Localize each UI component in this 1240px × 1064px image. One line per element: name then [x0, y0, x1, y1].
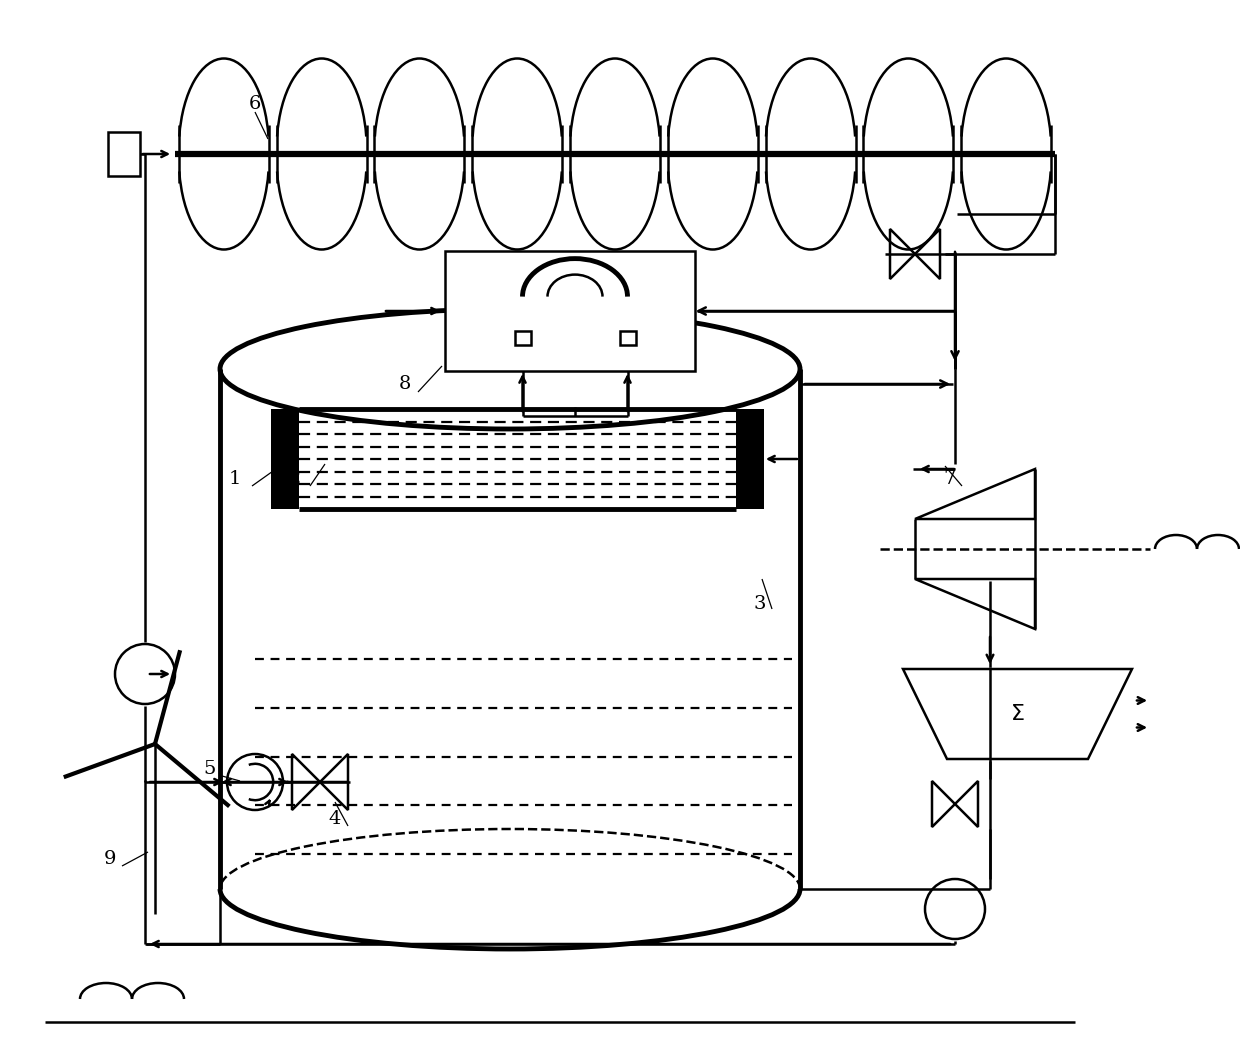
Bar	[737, 409, 764, 509]
Text: 9: 9	[104, 850, 117, 868]
Bar	[272, 409, 299, 509]
Bar	[445, 251, 694, 371]
Text: 3: 3	[754, 595, 766, 613]
Text: 8: 8	[399, 375, 412, 393]
Bar	[515, 331, 531, 345]
Text: 6: 6	[249, 95, 262, 113]
Text: 2: 2	[289, 470, 301, 488]
Bar	[108, 132, 140, 176]
Text: 5: 5	[203, 760, 216, 778]
Text: 7: 7	[944, 470, 956, 488]
Text: 4: 4	[329, 810, 341, 828]
Text: $\Sigma$: $\Sigma$	[1011, 703, 1024, 725]
Bar	[620, 331, 635, 345]
Text: 1: 1	[229, 470, 242, 488]
